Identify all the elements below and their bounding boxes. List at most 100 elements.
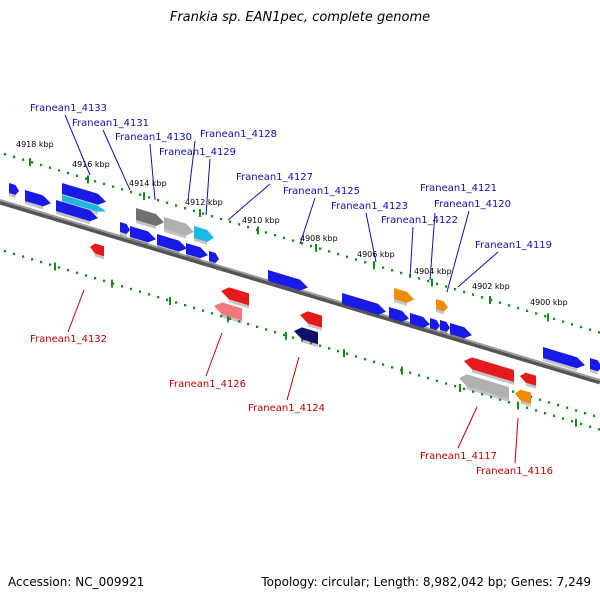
gene-top-14-body <box>342 293 386 315</box>
tick-dot <box>566 406 569 409</box>
tick-dot <box>328 250 331 253</box>
tick-dot <box>166 298 169 301</box>
tick-dot <box>229 317 232 320</box>
gene-bottom-7-shade <box>525 382 536 389</box>
gene-orange-top-1 <box>436 299 448 315</box>
gene-label-top: Franean1_4131 <box>72 118 149 129</box>
gene-bottom-2-shade <box>222 314 242 324</box>
tick-dot <box>85 177 88 180</box>
kbp-label: 4904 kbp <box>414 267 452 276</box>
gene-bottom-1-body <box>221 287 249 306</box>
tick-dot <box>13 252 16 256</box>
tick-dot <box>584 412 587 415</box>
tick-dot <box>463 387 466 391</box>
leader-line <box>365 212 377 263</box>
gene-top-7 <box>157 234 187 255</box>
gene-top-13-body <box>268 270 308 291</box>
tick-dot <box>112 185 115 188</box>
tick-dot <box>292 239 295 242</box>
gene-top-9-body <box>164 217 194 236</box>
tick-dot <box>67 171 70 175</box>
tick-dot <box>94 180 97 183</box>
tick-dot <box>562 417 565 420</box>
tick-dot <box>67 268 70 272</box>
tick-dot <box>13 155 16 159</box>
gene-top-8-body <box>136 208 164 227</box>
gene-top-21-body <box>590 358 600 372</box>
tick-dot <box>454 385 457 388</box>
tick-dot <box>355 258 358 261</box>
map-title: Frankia sp. EAN1pec, complete genome <box>169 10 431 25</box>
gene-top-13-shade <box>268 281 300 294</box>
gene-top-15 <box>389 307 409 325</box>
tick-dot <box>517 306 520 310</box>
kbp-label: 4912 kbp <box>185 198 223 207</box>
tick-dot <box>391 269 394 272</box>
leader-line <box>299 197 316 245</box>
tick-dot <box>436 379 439 382</box>
tick-dot <box>580 422 583 426</box>
genome-backbone <box>0 199 600 385</box>
gene-bottom-4-body <box>294 327 318 345</box>
gene-top-0-shade <box>9 193 16 198</box>
gene-top-11-shade <box>186 254 201 262</box>
leader-line <box>187 140 196 201</box>
leader-line <box>429 212 436 281</box>
tick-dot <box>508 304 511 307</box>
tick-dot <box>409 371 412 374</box>
gene-bottom-0 <box>90 243 104 260</box>
tick-dot <box>76 174 79 177</box>
tick-dot <box>184 207 187 210</box>
gene-top-20-body <box>543 347 585 369</box>
gene-top-10-body <box>194 226 214 242</box>
tick-dot <box>499 398 502 401</box>
tick-dot <box>175 204 178 207</box>
gene-label-top: Franean1_4127 <box>236 172 313 183</box>
gene-bottom-0-shade <box>94 253 104 260</box>
tick-dot <box>346 352 349 355</box>
gene-top-17-shade <box>430 328 437 333</box>
tick-dot <box>346 255 349 258</box>
leader-line <box>205 332 223 377</box>
gene-top-10 <box>194 226 214 245</box>
gene-top-15-shade <box>389 318 402 325</box>
tick-rows <box>4 153 600 431</box>
tick-dot <box>22 158 25 161</box>
tick-dot <box>193 209 196 213</box>
tick-dot <box>481 393 484 396</box>
tick-dot <box>139 290 142 293</box>
gene-top-18-body <box>440 320 450 332</box>
tick-dot <box>499 301 502 304</box>
tick-dot <box>427 279 430 283</box>
gene-bottom-1-shade <box>229 299 249 309</box>
gene-top-1 <box>25 190 51 210</box>
gene-top-7-body <box>157 234 187 252</box>
gene-label-top: Franean1_4125 <box>283 186 360 197</box>
gene-top-8-shade <box>136 220 156 230</box>
gene-top-14-shade <box>342 304 378 318</box>
tick-dot <box>598 428 600 431</box>
gene-label-top: Franean1_4129 <box>159 147 236 158</box>
gene-bottom-5-shade <box>472 369 514 386</box>
gene-label-top: Franean1_4133 <box>30 103 107 114</box>
tick-dot <box>553 317 556 321</box>
tick-dot <box>31 258 34 261</box>
tick-dot <box>202 309 205 312</box>
leader-line <box>205 158 211 216</box>
gene-label-top: Franean1_4128 <box>200 129 277 140</box>
gene-bottom-6 <box>459 374 509 403</box>
tick-dot <box>382 266 385 269</box>
tick-dot <box>211 215 214 218</box>
gene-bottom-2-body <box>214 302 242 321</box>
gene-orange-bottom <box>515 389 531 407</box>
tick-dot <box>49 263 52 266</box>
gene-top-10-shade <box>194 238 207 245</box>
gene-top-1-body <box>25 190 51 207</box>
gene-top-20-shade <box>543 358 577 372</box>
tick-dot <box>539 398 542 401</box>
gene-bottom-3-body <box>300 311 322 328</box>
tick-dot <box>220 217 223 221</box>
gene-top-21 <box>590 358 600 375</box>
leader-line <box>457 251 499 288</box>
tick-dot <box>202 212 205 215</box>
